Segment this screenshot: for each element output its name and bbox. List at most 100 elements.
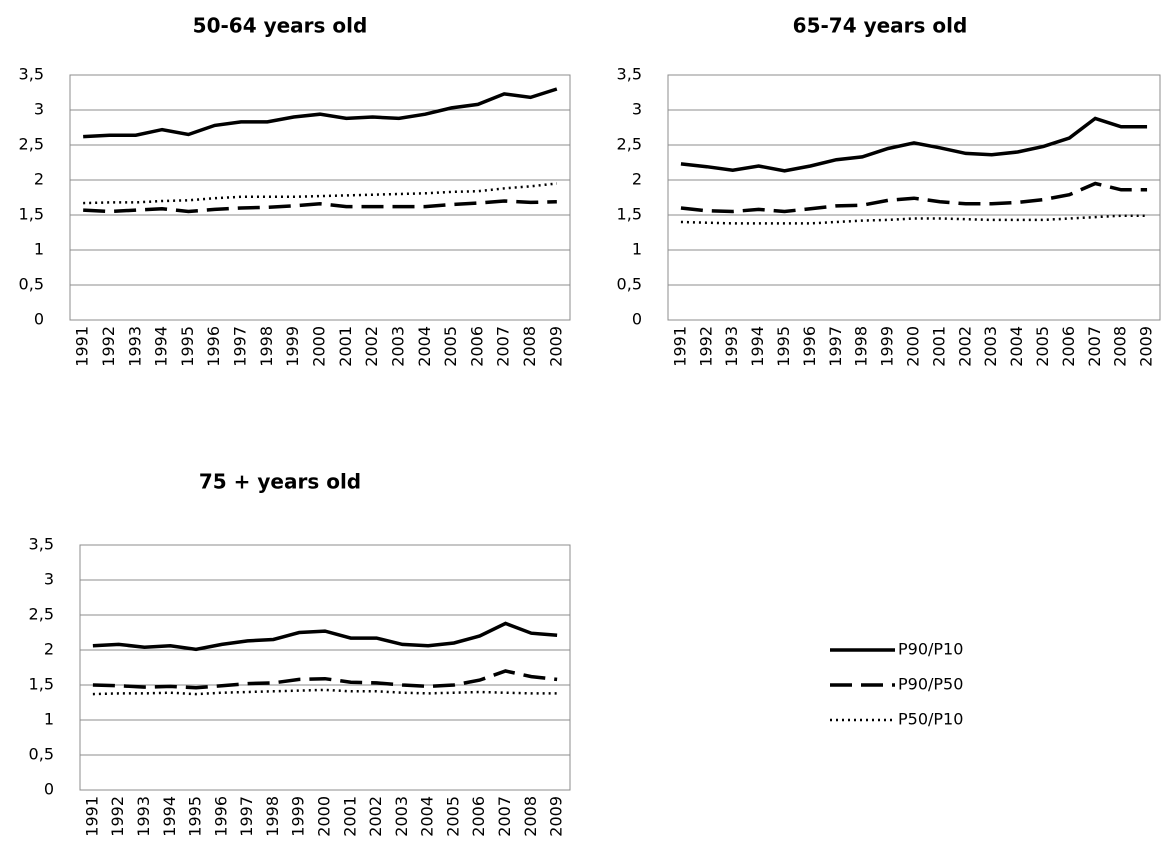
plot-border — [667, 74, 1161, 321]
x-tick-label: 1998 — [257, 326, 276, 367]
x-tick-label: 2001 — [929, 326, 948, 367]
y-tick-label: 0,5 — [19, 275, 44, 294]
y-tick-label: 0 — [632, 310, 642, 329]
x-tick-label: 2003 — [388, 326, 407, 367]
y-tick-label: 3 — [44, 570, 54, 589]
chart-title: 50-64 years old — [193, 14, 368, 38]
line-series — [92, 621, 558, 652]
x-tick-label: 1991 — [73, 326, 92, 367]
plot-border — [69, 74, 571, 321]
x-tick-label: 2006 — [1059, 326, 1078, 367]
y-tick-label: 0 — [44, 780, 54, 799]
x-tick-label: 1997 — [231, 326, 250, 367]
line-series — [680, 116, 1148, 173]
plot-border — [79, 544, 571, 791]
x-tick-label: 1999 — [283, 326, 302, 367]
y-tick-label: 3,5 — [29, 535, 54, 554]
x-tick-label: 2003 — [981, 326, 1000, 367]
x-tick-label: 1992 — [99, 326, 118, 367]
x-tick-label: 1991 — [670, 326, 689, 367]
chart-title: 75 + years old — [199, 470, 361, 494]
y-tick-label: 1,5 — [617, 205, 642, 224]
x-tick-label: 1998 — [852, 326, 871, 367]
y-tick-label: 3 — [34, 100, 44, 119]
x-tick-label: 1992 — [696, 326, 715, 367]
x-tick-label: 1994 — [152, 326, 171, 367]
x-tick-label: 2007 — [1085, 326, 1104, 367]
x-tick-label: 1996 — [204, 326, 223, 367]
x-tick-label: 2008 — [520, 326, 539, 367]
x-tick-label: 2005 — [441, 326, 460, 367]
chart-title: 65-74 years old — [793, 14, 968, 38]
x-tick-label: 2000 — [315, 796, 334, 837]
y-tick-label: 0,5 — [29, 745, 54, 764]
x-tick-label: 2002 — [955, 326, 974, 367]
x-tick-label: 1996 — [800, 326, 819, 367]
y-tick-label: 1,5 — [19, 205, 44, 224]
y-tick-label: 2,5 — [617, 135, 642, 154]
x-tick-label: 2003 — [392, 796, 411, 837]
x-tick-label: 2000 — [310, 326, 329, 367]
x-tick-label: 2002 — [366, 796, 385, 837]
x-tick-label: 2006 — [467, 326, 486, 367]
y-tick-label: 1,5 — [29, 675, 54, 694]
x-tick-label: 1991 — [82, 796, 101, 837]
x-tick-label: 2008 — [1111, 326, 1130, 367]
y-tick-label: 2 — [34, 170, 44, 189]
x-tick-label: 1999 — [289, 796, 308, 837]
x-tick-label: 1995 — [186, 796, 205, 837]
line-series — [92, 688, 558, 696]
y-tick-label: 3,5 — [19, 65, 44, 84]
y-tick-label: 0 — [34, 310, 44, 329]
line-series — [83, 182, 557, 205]
x-tick-label: 1997 — [237, 796, 256, 837]
x-tick-label: 2005 — [443, 796, 462, 837]
x-tick-label: 1992 — [108, 796, 127, 837]
x-tick-label: 1999 — [878, 326, 897, 367]
x-tick-label: 2001 — [340, 796, 359, 837]
x-tick-label: 2004 — [1007, 326, 1026, 367]
y-tick-label: 2 — [632, 170, 642, 189]
x-tick-label: 1993 — [134, 796, 153, 837]
line-series — [92, 669, 558, 690]
x-tick-label: 2004 — [415, 326, 434, 367]
y-tick-label: 3,5 — [617, 65, 642, 84]
line-series — [83, 87, 558, 139]
y-tick-label: 2,5 — [29, 605, 54, 624]
legend-label: P90/P10 — [898, 640, 963, 659]
x-tick-label: 1997 — [826, 326, 845, 367]
x-tick-label: 1993 — [722, 326, 741, 367]
x-tick-label: 1994 — [160, 796, 179, 837]
x-tick-label: 2005 — [1033, 326, 1052, 367]
x-tick-label: 1996 — [211, 796, 230, 837]
x-tick-label: 2006 — [469, 796, 488, 837]
x-tick-label: 2007 — [494, 326, 513, 367]
x-tick-label: 2009 — [1137, 326, 1156, 367]
legend-label: P90/P50 — [898, 675, 963, 694]
x-tick-label: 1995 — [774, 326, 793, 367]
y-tick-label: 1 — [632, 240, 642, 259]
x-tick-label: 1993 — [125, 326, 144, 367]
x-tick-label: 2008 — [521, 796, 540, 837]
x-tick-label: 2002 — [362, 326, 381, 367]
y-tick-label: 2 — [44, 640, 54, 659]
line-series — [83, 199, 557, 214]
x-tick-label: 2009 — [546, 326, 565, 367]
legend-label: P50/P10 — [898, 710, 963, 729]
x-tick-label: 1995 — [178, 326, 197, 367]
x-tick-label: 2001 — [336, 326, 355, 367]
y-tick-label: 0,5 — [617, 275, 642, 294]
y-tick-label: 1 — [34, 240, 44, 259]
line-series — [680, 214, 1148, 225]
x-tick-label: 1998 — [263, 796, 282, 837]
x-tick-label: 2000 — [904, 326, 923, 367]
x-tick-label: 1994 — [748, 326, 767, 367]
x-tick-label: 2004 — [418, 796, 437, 837]
y-tick-label: 2,5 — [19, 135, 44, 154]
x-tick-label: 2007 — [495, 796, 514, 837]
y-tick-label: 1 — [44, 710, 54, 729]
y-tick-label: 3 — [632, 100, 642, 119]
line-series — [680, 181, 1148, 214]
x-tick-label: 2009 — [547, 796, 566, 837]
